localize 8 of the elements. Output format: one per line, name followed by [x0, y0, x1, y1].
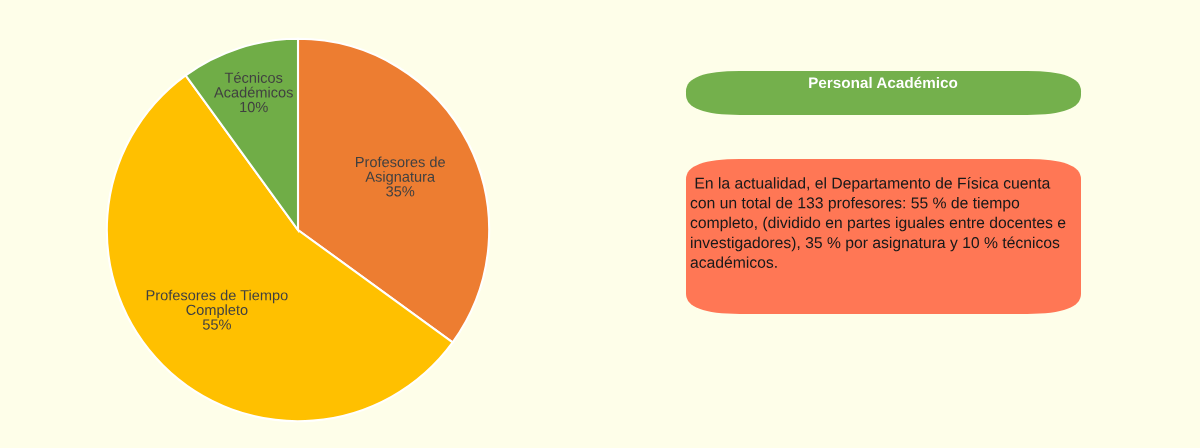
slice-label: Técnicos Académicos — [214, 72, 293, 98]
slice-label: Profesores de Tiempo Completo — [146, 289, 288, 318]
data-label: 55% — [202, 319, 231, 330]
text: En la actualidad, el Departamento de Física cuenta con un total de 133 profesores: 55 % de tiempo completo, (dividido en partes iguales entre docentes e investigadores), 35 % por asignatura y 10 % técnicos académicos. — [690, 176, 1066, 268]
text: Personal Académico — [809, 76, 958, 89]
data-label: 10% — [240, 101, 268, 113]
data-label: 35% — [386, 186, 415, 197]
slice-label: Profesores de Asignatura — [356, 156, 445, 185]
